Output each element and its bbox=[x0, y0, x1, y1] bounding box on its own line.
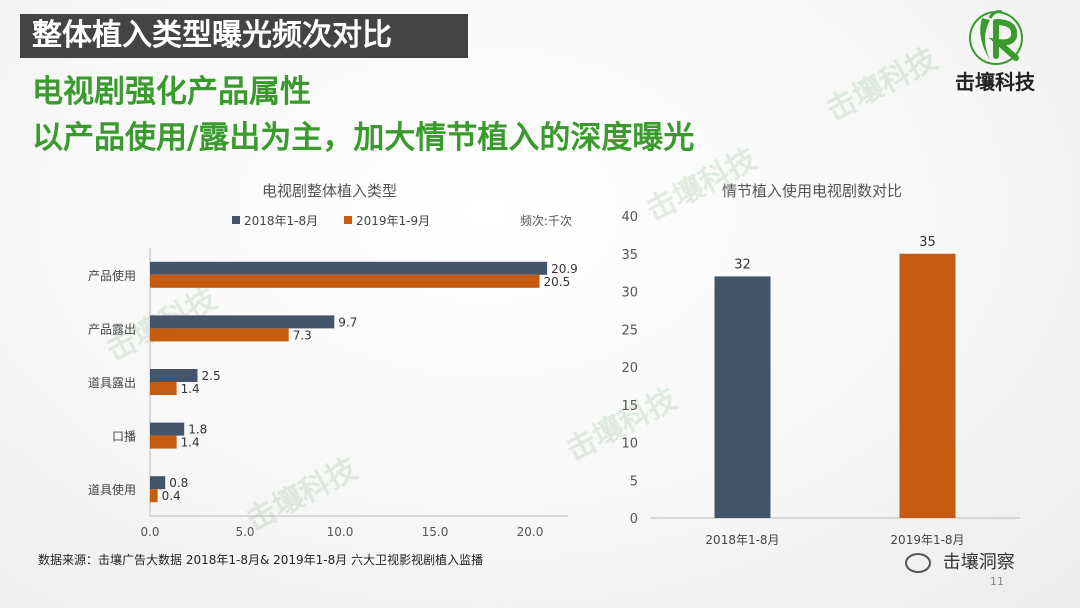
y-tick-label: 5 bbox=[630, 474, 638, 489]
bar bbox=[714, 276, 771, 518]
bar bbox=[150, 489, 158, 503]
bar bbox=[899, 253, 956, 518]
legend-swatch bbox=[344, 216, 352, 224]
bar bbox=[150, 315, 335, 329]
chart-title-right: 情节植入使用电视剧数对比 bbox=[722, 182, 903, 200]
y-tick-label: 10 bbox=[621, 437, 638, 452]
y-tick-label: 40 bbox=[621, 210, 638, 225]
category-label: 道具露出 bbox=[88, 376, 136, 390]
bar bbox=[150, 261, 548, 275]
watermark: 击壤科技 bbox=[820, 41, 943, 129]
y-tick-label: 0 bbox=[630, 512, 638, 527]
y-tick-label: 25 bbox=[621, 323, 638, 338]
brand-mark-text: 击壤洞察 bbox=[942, 552, 1015, 573]
legend-label: 2018年1-8月 bbox=[244, 214, 318, 228]
bar bbox=[150, 422, 185, 436]
bar bbox=[150, 274, 540, 288]
category-label: 产品露出 bbox=[88, 322, 136, 336]
data-label: 1.4 bbox=[181, 382, 200, 396]
subtitle-line-1: 电视剧强化产品属性 bbox=[32, 74, 311, 110]
category-label: 2019年1-8月 bbox=[890, 533, 964, 547]
y-tick-label: 35 bbox=[621, 248, 638, 263]
bar bbox=[150, 382, 177, 395]
chart-title-left: 电视剧整体植入类型 bbox=[262, 182, 398, 200]
data-label: 2.5 bbox=[202, 369, 221, 383]
data-label: 20.5 bbox=[544, 275, 571, 289]
data-label: 1.8 bbox=[188, 423, 207, 437]
category-label: 产品使用 bbox=[88, 268, 136, 283]
y-tick-label: 30 bbox=[621, 286, 638, 301]
bar bbox=[150, 435, 177, 449]
slide-title: 整体植入类型曝光频次对比 bbox=[20, 14, 468, 58]
vertical-bar-chart: 0 5 10 15 20 25 30 35 40 32 2018年1-8月 35 2019年1-8月 bbox=[621, 210, 1020, 547]
horizontal-bar-chart: 2018年1-8月 2019年1-9月 频次:千次 0.0 5.0 10.0 15.0 20.… bbox=[88, 214, 578, 539]
x-tick-label: 5.0 bbox=[235, 525, 254, 539]
data-label: 20.9 bbox=[551, 262, 578, 276]
bar bbox=[150, 328, 289, 342]
unit-note: 频次:千次 bbox=[520, 214, 572, 228]
y-tick-label: 15 bbox=[621, 399, 638, 414]
data-label: 9.7 bbox=[338, 315, 357, 329]
logo-icon bbox=[969, 10, 1023, 65]
data-label: 1.4 bbox=[181, 436, 200, 450]
data-label: 32 bbox=[734, 257, 751, 272]
x-tick-label: 15.0 bbox=[422, 525, 449, 539]
data-label: 35 bbox=[919, 235, 936, 250]
x-tick-label: 10.0 bbox=[327, 525, 354, 539]
legend-swatch bbox=[232, 216, 240, 224]
source-note: 数据来源：击壤广告大数据 2018年1-8月& 2019年1-8月 六大卫视影视… bbox=[38, 553, 484, 567]
company-logo: 击壤科技 bbox=[930, 8, 1060, 94]
page-number: 11 bbox=[990, 575, 1004, 588]
wechat-brand: 击壤洞察 bbox=[905, 548, 1015, 574]
legend-label: 2019年1-9月 bbox=[356, 214, 430, 228]
x-tick-label: 0.0 bbox=[140, 525, 159, 539]
y-tick-label: 20 bbox=[621, 361, 638, 376]
data-label: 0.4 bbox=[162, 489, 181, 503]
category-label: 道具使用 bbox=[88, 482, 136, 497]
category-label: 口播 bbox=[112, 430, 136, 444]
subtitle-line-2: 以产品使用/露出为主，加大情节植入的深度曝光 bbox=[32, 120, 695, 156]
data-label: 7.3 bbox=[293, 328, 312, 342]
category-label: 2018年1-8月 bbox=[705, 533, 779, 547]
wechat-icon bbox=[905, 553, 931, 573]
data-label: 0.8 bbox=[169, 476, 188, 490]
bar bbox=[150, 476, 166, 490]
bar bbox=[150, 369, 198, 382]
x-tick-label: 20.0 bbox=[517, 525, 544, 539]
logo-name: 击壤科技 bbox=[955, 70, 1035, 94]
